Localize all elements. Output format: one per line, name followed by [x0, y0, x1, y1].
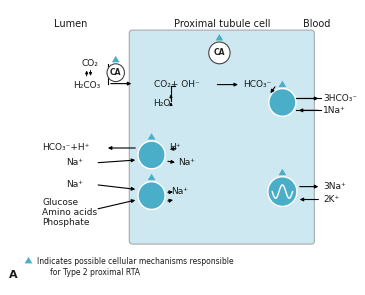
Polygon shape — [215, 34, 223, 40]
Circle shape — [269, 88, 296, 116]
Polygon shape — [112, 56, 120, 62]
Text: Blood: Blood — [303, 19, 330, 29]
Text: CA: CA — [110, 68, 122, 77]
Text: Lumen: Lumen — [54, 19, 88, 29]
Text: Proximal tubule cell: Proximal tubule cell — [174, 19, 270, 29]
Text: for Type 2 proximal RTA: for Type 2 proximal RTA — [50, 268, 140, 277]
Text: A: A — [9, 270, 18, 280]
Circle shape — [209, 42, 230, 64]
Text: 3HCO₃⁻: 3HCO₃⁻ — [323, 94, 357, 103]
Text: Phosphate: Phosphate — [42, 218, 89, 227]
Text: H₂CO₃: H₂CO₃ — [73, 81, 100, 90]
Polygon shape — [25, 257, 32, 263]
Text: 2K⁺: 2K⁺ — [323, 195, 339, 204]
FancyBboxPatch shape — [129, 30, 314, 244]
Text: Na⁺: Na⁺ — [178, 158, 195, 167]
Circle shape — [107, 64, 124, 82]
Text: HCO₃⁻: HCO₃⁻ — [243, 80, 271, 89]
Polygon shape — [278, 169, 286, 175]
Polygon shape — [278, 81, 286, 87]
Text: Na⁺: Na⁺ — [171, 187, 188, 196]
Polygon shape — [148, 174, 155, 180]
Circle shape — [138, 182, 165, 209]
Text: Na⁺: Na⁺ — [66, 158, 83, 167]
Text: Indicates possible cellular mechanisms responsible: Indicates possible cellular mechanisms r… — [37, 258, 234, 266]
Text: CO₂: CO₂ — [82, 59, 99, 68]
Text: Amino acids: Amino acids — [42, 208, 97, 217]
Polygon shape — [148, 133, 155, 140]
Text: CA: CA — [214, 48, 225, 58]
Text: Na⁺: Na⁺ — [66, 180, 83, 189]
Text: CO₂+ OH⁻: CO₂+ OH⁻ — [154, 80, 199, 89]
Text: Glucose: Glucose — [42, 198, 78, 207]
Text: H⁺: H⁺ — [169, 143, 181, 153]
Text: 3Na⁺: 3Na⁺ — [323, 182, 346, 191]
Circle shape — [138, 141, 165, 169]
Circle shape — [268, 177, 297, 206]
Text: H₂O: H₂O — [154, 99, 171, 108]
Text: 1Na⁺: 1Na⁺ — [323, 106, 346, 115]
Text: HCO₃⁻+H⁺: HCO₃⁻+H⁺ — [42, 143, 89, 153]
